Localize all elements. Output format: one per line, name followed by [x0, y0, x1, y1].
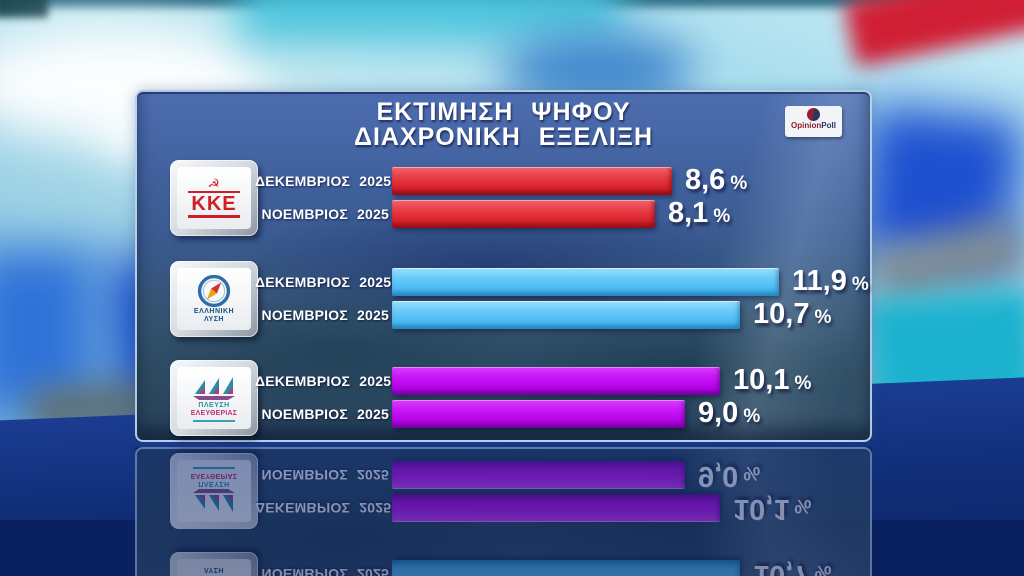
kke-logo: ☭ KKE: [170, 160, 258, 236]
title-line1: ΕΚΤΙΜΗΣΗ ΨΗΦΟΥ: [376, 98, 631, 126]
party-group-plefsi-eleftherias: ΠΛΕΥΣΗ ΕΛΕΥΘΕΡΙΑΣ ΔΕΚΕΜΒΡΙΟΣ 2025 10,1% …: [137, 360, 870, 438]
bar-label-november: ΝΟΕΜΒΡΙΟΣ 2025: [261, 406, 389, 422]
poll-panel: ΕΚΤΙΜΗΣΗ ΨΗΦΟΥ ΔΙΑΧΡΟΝΙΚΗ ΕΞΕΛΙΞΗ Opinio…: [135, 90, 872, 442]
plefsi-eleftherias-logo: ΠΛΕΥΣΗ ΕΛΕΥΘΕΡΙΑΣ: [170, 360, 258, 436]
bar-row: ΝΟΕΜΒΡΙΟΣ 2025 9,0%: [137, 397, 870, 429]
bar-row: ΝΟΕΜΒΡΙΟΣ 2025 8,1%: [137, 197, 870, 229]
opinionpoll-logo: OpinionPoll: [785, 106, 842, 137]
opinionpoll-wordmark: OpinionPoll: [791, 121, 836, 130]
plefsi-wordmark-line1: ΠΛΕΥΣΗ: [198, 401, 230, 409]
bg-blob: [843, 0, 1024, 68]
bar-label-november: ΝΟΕΜΒΡΙΟΣ 2025: [261, 206, 389, 222]
bar-row: ΔΕΚΕΜΒΡΙΟΣ 2025 10,1%: [137, 364, 870, 396]
plefsi-wordmark-line2: ΕΛΕΥΘΕΡΙΑΣ: [190, 409, 238, 417]
elliniki-lysi-wordmark-line1: ΕΛΛΗΝΙΚΗ: [193, 308, 235, 315]
plefsi-tagline: [193, 419, 235, 422]
bar-label-december: ΔΕΚΕΜΒΡΙΟΣ 2025: [255, 274, 392, 290]
bar-value: 10,7%: [753, 298, 832, 330]
sailboat-icon: [193, 376, 235, 400]
bg-blob: [0, 0, 48, 18]
bar-value: 9,0%: [698, 397, 761, 429]
bar-kke-december: [392, 167, 672, 195]
bar-value: 8,6%: [685, 164, 748, 196]
title-line2: ΔΙΑΧΡΟΝΙΚΗ ΕΞΕΛΙΞΗ: [353, 123, 654, 151]
bar-value: 10,1%: [733, 364, 812, 396]
bar-plefsi-november: [392, 400, 685, 428]
bar-label-december: ΔΕΚΕΜΒΡΙΟΣ 2025: [255, 373, 392, 389]
bar-value: 8,1%: [668, 197, 731, 229]
elliniki-lysi-wordmark-line2: ΛΥΣΗ: [204, 316, 224, 323]
bar-row: ΔΕΚΕΜΒΡΙΟΣ 2025 8,6%: [137, 164, 870, 196]
compass-icon: [197, 274, 231, 308]
bar-row: ΝΟΕΜΒΡΙΟΣ 2025 10,7%: [137, 298, 870, 330]
bg-blob: [240, 0, 620, 40]
bar-elliniki-lysi-november: [392, 301, 740, 329]
bar-value: 11,9%: [792, 265, 869, 297]
bar-plefsi-december: [392, 367, 720, 395]
opinionpoll-globe-icon: [807, 108, 820, 121]
bar-label-december: ΔΕΚΕΜΒΡΙΟΣ 2025: [255, 173, 392, 189]
elliniki-lysi-logo: ΕΛΛΗΝΙΚΗ ΛΥΣΗ: [170, 261, 258, 337]
panel-title: ΕΚΤΙΜΗΣΗ ΨΗΦΟΥ ΔΙΑΧΡΟΝΙΚΗ ΕΞΕΛΙΞΗ: [137, 100, 870, 150]
party-group-elliniki-lysi: ΕΛΛΗΝΙΚΗ ΛΥΣΗ ΔΕΚΕΜΒΡΙΟΣ 2025 11,9% ΝΟΕΜ…: [137, 261, 870, 339]
bar-row: ΔΕΚΕΜΒΡΙΟΣ 2025 11,9%: [137, 265, 870, 297]
floor-reflection: ΕΚΤΙΜΗΣΗ ΨΗΦΟΥ ΔΙΑΧΡΟΝΙΚΗ ΕΞΕΛΙΞΗ Opinio…: [135, 447, 872, 576]
bar-label-november: ΝΟΕΜΒΡΙΟΣ 2025: [261, 307, 389, 323]
bar-kke-november: [392, 200, 655, 228]
party-group-kke: ☭ KKE ΔΕΚΕΜΒΡΙΟΣ 2025 8,6% ΝΟΕΜΒΡΙΟΣ 202…: [137, 160, 870, 238]
bar-elliniki-lysi-december: [392, 268, 779, 296]
kke-wordmark: KKE: [191, 193, 237, 215]
